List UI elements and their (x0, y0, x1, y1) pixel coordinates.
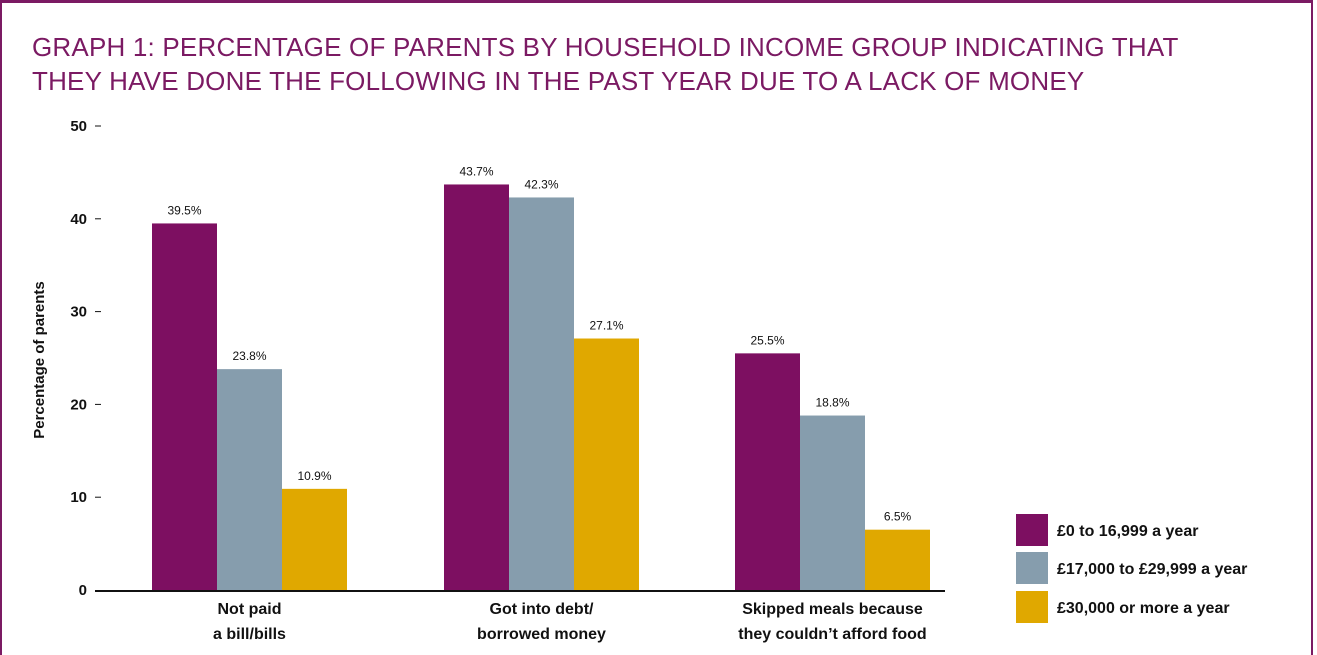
data-label: 39.5% (167, 203, 201, 217)
category-label: a bill/bills (213, 626, 286, 643)
legend-label: £17,000 to £29,999 a year (1057, 561, 1247, 578)
chart-title-line-2: THEY HAVE DONE THE FOLLOWING IN THE PAST… (32, 66, 1085, 96)
data-label: 23.8% (232, 349, 266, 363)
category-label: Not paid (218, 601, 282, 618)
y-tick-label: 10 (70, 489, 87, 506)
legend-label: £30,000 or more a year (1057, 600, 1230, 617)
legend-swatch (1016, 552, 1048, 584)
y-tick-label: 0 (79, 582, 87, 599)
bar (282, 488, 347, 590)
category-label: borrowed money (477, 626, 606, 643)
bar (509, 197, 574, 590)
category-label: Skipped meals because (742, 601, 923, 618)
y-axis-title: Percentage of parents (31, 281, 48, 439)
chart-title-line-1: GRAPH 1: PERCENTAGE OF PARENTS BY HOUSEH… (32, 32, 1179, 62)
y-tick-label: 30 (70, 304, 87, 321)
y-tick-label: 50 (70, 118, 87, 135)
data-label: 42.3% (524, 177, 558, 191)
data-label: 10.9% (297, 469, 331, 483)
bar (574, 338, 639, 590)
bar (800, 415, 865, 590)
bar (444, 184, 509, 591)
category-label: Got into debt/ (490, 601, 595, 618)
y-tick-label: 40 (70, 211, 87, 228)
bar (865, 529, 930, 590)
y-tick-label: 20 (70, 396, 87, 413)
data-label: 6.5% (884, 510, 912, 524)
legend-swatch (1016, 514, 1048, 546)
data-label: 25.5% (750, 333, 784, 347)
legend-swatch (1016, 591, 1048, 623)
bar (152, 223, 217, 590)
data-label: 18.8% (815, 396, 849, 410)
data-label: 27.1% (589, 319, 623, 333)
bar (735, 353, 800, 590)
category-label: they couldn’t afford food (738, 626, 926, 643)
data-label: 43.7% (459, 164, 493, 178)
chart-title: GRAPH 1: PERCENTAGE OF PARENTS BY HOUSEH… (32, 30, 1292, 98)
bar (217, 369, 282, 590)
legend-label: £0 to 16,999 a year (1057, 523, 1198, 540)
